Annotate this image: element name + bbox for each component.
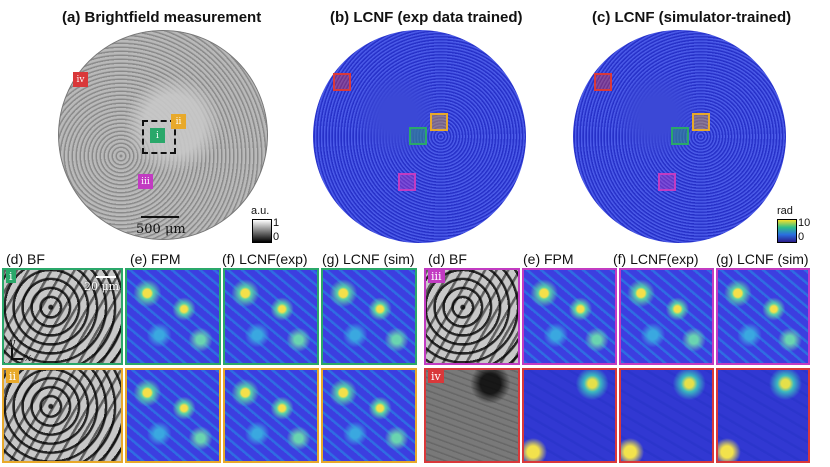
roi-iii-box-c: [658, 173, 676, 191]
subtitle-d-left: (d) BF: [6, 251, 45, 267]
title-c: (c) LCNF (simulator-trained): [592, 9, 792, 26]
subtitle-f-left: (f) LCNF(exp): [222, 251, 308, 267]
title-b: (b) LCNF (exp data trained): [330, 9, 523, 26]
roi-iii-marker: iii: [138, 174, 153, 189]
tile-fpm-iii: [522, 268, 617, 365]
tile-bf-i: i 20 μm y x: [2, 268, 123, 365]
tile-bf-ii: ii: [2, 368, 123, 463]
colorbar-phase: [777, 219, 797, 243]
roi-i-box-b: [409, 127, 427, 145]
roi-i-box-c: [671, 127, 689, 145]
subtitle-g-left: (g) LCNF (sim): [322, 251, 415, 267]
scale-bar-line: [141, 216, 179, 218]
roi-iii-box-b: [398, 173, 416, 191]
tile-fpm-ii: [125, 368, 221, 463]
colorbar-bf-min: 0: [273, 231, 280, 243]
roi-ii-box-c: [692, 113, 710, 131]
axis-y-line: [11, 348, 13, 360]
roi-i-marker: i: [150, 128, 165, 143]
small-scale-bar-label: 20 μm: [84, 280, 120, 293]
tile-bf-iii: iii: [424, 268, 520, 365]
tile-lcnf-sim-i: [321, 268, 417, 365]
colorbar-phase-min: 0: [798, 231, 805, 243]
axis-x-label: x: [25, 351, 32, 364]
zoom-region-box: [142, 120, 176, 154]
colorbar-bf-max: 1: [273, 217, 280, 229]
tile-fpm-i: [125, 268, 221, 365]
tile-lcnf-sim-iii: [716, 268, 810, 365]
colorbar-phase-unit: rad: [777, 205, 793, 217]
tile-lcnf-exp-ii: [223, 368, 319, 463]
subtitle-f-right: (f) LCNF(exp): [613, 251, 699, 267]
tile-fpm-iv: [522, 368, 617, 463]
colorbar-phase-max: 10: [798, 217, 811, 229]
scale-bar-label: 500 μm: [136, 222, 186, 237]
roi-ii-box-b: [430, 113, 448, 131]
tile-bf-iv: iv: [424, 368, 520, 463]
axis-y-label: y: [9, 336, 16, 349]
roi-iv-box-b: [333, 73, 351, 91]
tile-lcnf-sim-iv: [716, 368, 810, 463]
tile-label-i: i: [6, 270, 16, 283]
subtitle-e-right: (e) FPM: [523, 251, 574, 267]
colorbar-bf-unit: a.u.: [251, 205, 270, 217]
axis-x-line: [11, 358, 23, 360]
tile-label-iv: iv: [428, 370, 444, 383]
roi-iv-box-c: [594, 73, 612, 91]
subtitle-g-right: (g) LCNF (sim): [716, 251, 809, 267]
title-a: (a) Brightfield measurement: [62, 9, 262, 26]
small-scale-bar-line: [96, 276, 116, 278]
roi-iv-marker: iv: [73, 72, 88, 87]
tile-lcnf-exp-iv: [619, 368, 714, 463]
subtitle-d-right: (d) BF: [428, 251, 467, 267]
tile-label-iii: iii: [428, 270, 445, 283]
roi-ii-marker: ii: [171, 114, 186, 129]
lcnf-sim-image: [573, 30, 786, 243]
tile-lcnf-exp-i: [223, 268, 319, 365]
colorbar-bf: [252, 219, 272, 243]
subtitle-e-left: (e) FPM: [130, 251, 181, 267]
lcnf-exp-image: [313, 30, 526, 243]
tile-label-ii: ii: [6, 370, 20, 383]
tile-lcnf-exp-iii: [619, 268, 714, 365]
tile-lcnf-sim-ii: [321, 368, 417, 463]
